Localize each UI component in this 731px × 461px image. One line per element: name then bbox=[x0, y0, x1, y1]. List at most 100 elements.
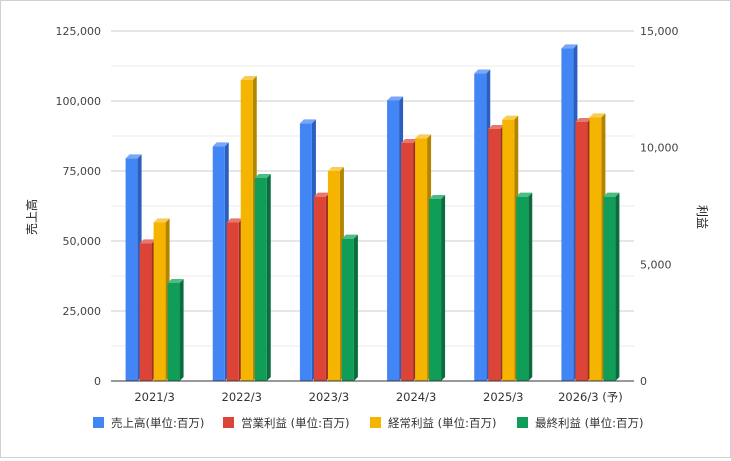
bar bbox=[254, 174, 271, 381]
bar bbox=[575, 118, 592, 381]
bar-top bbox=[240, 76, 257, 80]
bar-face bbox=[299, 123, 312, 382]
legend: 売上高(単位:百万) 営業利益 (単位:百万) 経常利益 (単位:百万) 最終利益 (… bbox=[93, 416, 644, 430]
bar-face bbox=[327, 171, 340, 381]
bar bbox=[387, 96, 404, 381]
category-label: 2021/3 bbox=[134, 390, 174, 404]
legend-label: 最終利益 (単位:百万) bbox=[535, 416, 644, 430]
bar-face bbox=[603, 196, 616, 381]
bar-top bbox=[401, 139, 418, 143]
bar-face bbox=[561, 48, 574, 382]
bar-face bbox=[516, 196, 529, 381]
bar-top bbox=[603, 192, 620, 197]
bar-top bbox=[516, 192, 533, 197]
right-tick-label: 5,000 bbox=[640, 258, 672, 271]
left-tick-label: 100,000 bbox=[56, 95, 102, 108]
bar-face bbox=[341, 238, 354, 381]
bar bbox=[226, 218, 243, 381]
left-tick-label: 50,000 bbox=[63, 235, 102, 248]
bar-face bbox=[488, 129, 501, 381]
bar-top bbox=[226, 218, 243, 223]
bar bbox=[341, 234, 358, 381]
legend-label: 売上高(単位:百万) bbox=[111, 416, 204, 430]
bar bbox=[240, 76, 257, 381]
gridlines bbox=[111, 30, 634, 382]
bar-top bbox=[387, 96, 404, 101]
legend-item: 売上高(単位:百万) bbox=[93, 416, 204, 430]
left-tick-label: 75,000 bbox=[63, 165, 102, 178]
bar-top bbox=[561, 44, 578, 49]
legend-swatch bbox=[517, 417, 528, 428]
bar-top bbox=[429, 195, 446, 199]
bar-face bbox=[226, 222, 239, 381]
bar-face bbox=[139, 243, 152, 381]
legend-swatch bbox=[370, 417, 381, 428]
bar-face bbox=[575, 122, 588, 381]
bar bbox=[415, 134, 432, 381]
bar bbox=[589, 113, 606, 381]
bar bbox=[153, 218, 170, 381]
bar-top bbox=[254, 174, 271, 178]
bar-top bbox=[167, 279, 184, 283]
bar bbox=[561, 44, 578, 382]
bar-top bbox=[341, 234, 358, 239]
legend-swatch bbox=[223, 417, 234, 428]
bar-top bbox=[153, 218, 170, 223]
category-label: 2025/3 bbox=[483, 390, 523, 404]
bar-top bbox=[125, 154, 142, 159]
bar-top bbox=[575, 118, 592, 122]
bar bbox=[429, 195, 446, 381]
bar-face bbox=[212, 146, 225, 381]
bar-face bbox=[401, 143, 414, 381]
bar bbox=[488, 125, 505, 381]
bar-side bbox=[179, 279, 184, 381]
bar-side bbox=[441, 195, 446, 381]
right-tick-label: 10,000 bbox=[640, 142, 679, 155]
left-tick-label: 25,000 bbox=[63, 305, 102, 318]
legend-label: 経常利益 (単位:百万) bbox=[388, 416, 497, 430]
bar bbox=[603, 192, 620, 381]
right-axis-title: 利益 bbox=[695, 205, 709, 229]
bar-face bbox=[240, 80, 253, 381]
legend-label: 営業利益 (単位:百万) bbox=[241, 416, 350, 430]
left-tick-label: 125,000 bbox=[56, 25, 102, 38]
category-label: 2023/3 bbox=[309, 390, 349, 404]
bar-face bbox=[415, 138, 428, 381]
bar-side bbox=[615, 192, 620, 381]
bar-top bbox=[313, 192, 330, 197]
left-tick-label: 0 bbox=[94, 375, 101, 388]
bar-top bbox=[299, 119, 316, 124]
bar bbox=[212, 142, 229, 381]
bar bbox=[502, 115, 519, 382]
bar bbox=[299, 119, 316, 382]
category-label: 2022/3 bbox=[222, 390, 262, 404]
bar-side bbox=[266, 174, 271, 381]
bar-face bbox=[429, 199, 442, 381]
bars bbox=[125, 44, 620, 382]
bar-top bbox=[488, 125, 505, 129]
bar-face bbox=[125, 158, 138, 381]
bar-top bbox=[415, 134, 432, 139]
category-label: 2026/3 (予) bbox=[558, 390, 623, 404]
legend-item: 営業利益 (単位:百万) bbox=[223, 416, 350, 430]
right-tick-label: 15,000 bbox=[640, 25, 679, 38]
legend-swatch bbox=[93, 417, 104, 428]
bar-face bbox=[502, 119, 515, 382]
left-axis-title: 売上高 bbox=[24, 199, 39, 235]
bar bbox=[401, 139, 418, 381]
bar-side bbox=[528, 192, 533, 381]
bar bbox=[474, 69, 491, 381]
bar-top bbox=[327, 167, 344, 171]
legend-item: 経常利益 (単位:百万) bbox=[370, 416, 497, 430]
bar-top bbox=[212, 142, 229, 147]
bar bbox=[139, 239, 156, 381]
bar bbox=[167, 279, 184, 381]
category-label: 2024/3 bbox=[396, 390, 436, 404]
bar-face bbox=[387, 100, 400, 381]
axes: 0 25,000 50,000 75,000 100,000 125,000 0 5,000 1… bbox=[56, 25, 679, 404]
bar-side bbox=[353, 234, 358, 381]
right-tick-label: 0 bbox=[640, 375, 647, 388]
legend-item: 最終利益 (単位:百万) bbox=[517, 416, 644, 430]
